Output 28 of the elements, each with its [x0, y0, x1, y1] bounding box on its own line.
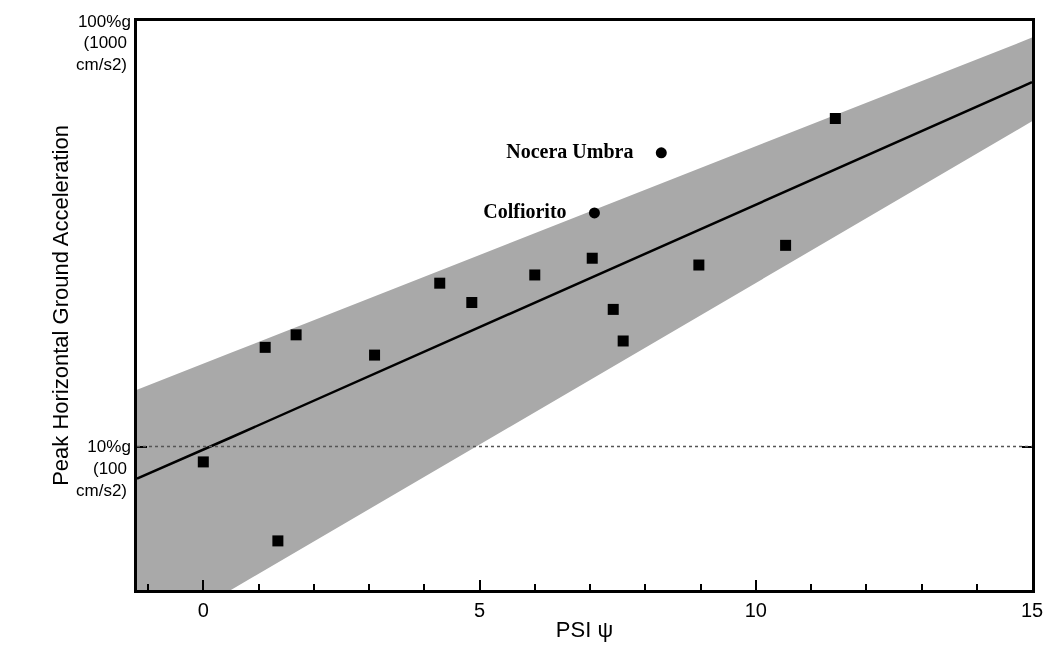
- point: [780, 239, 792, 251]
- x-tick-label: 10: [744, 598, 767, 621]
- text: (100 cm/s2): [76, 459, 127, 501]
- series-label: Colfiorito: [483, 199, 567, 222]
- point: [466, 296, 478, 308]
- point: [586, 252, 598, 264]
- point: [617, 335, 629, 347]
- x-axis-title: PSI ψ: [555, 616, 614, 642]
- x-tick-label: 15: [1020, 598, 1044, 621]
- point: [655, 147, 667, 159]
- point: [588, 207, 600, 219]
- point: [290, 329, 302, 341]
- point: [272, 535, 284, 547]
- point: [829, 113, 841, 124]
- y-axis-title: Peak Horizontal Ground Acceleration: [47, 125, 73, 486]
- x-tick-label: 5: [473, 598, 486, 621]
- point: [607, 303, 619, 315]
- y-tick-label: 10%g: [87, 437, 131, 457]
- point: [259, 341, 271, 353]
- point: [369, 349, 381, 361]
- text: (1000 cm/s2): [76, 33, 127, 75]
- x-tick-label: 0: [197, 598, 209, 621]
- point: [434, 277, 446, 289]
- y-tick-label: 100%g: [77, 11, 131, 31]
- point: [693, 259, 705, 271]
- point: [197, 456, 209, 468]
- series-label: Nocera Umbra: [506, 139, 634, 162]
- point: [529, 269, 541, 281]
